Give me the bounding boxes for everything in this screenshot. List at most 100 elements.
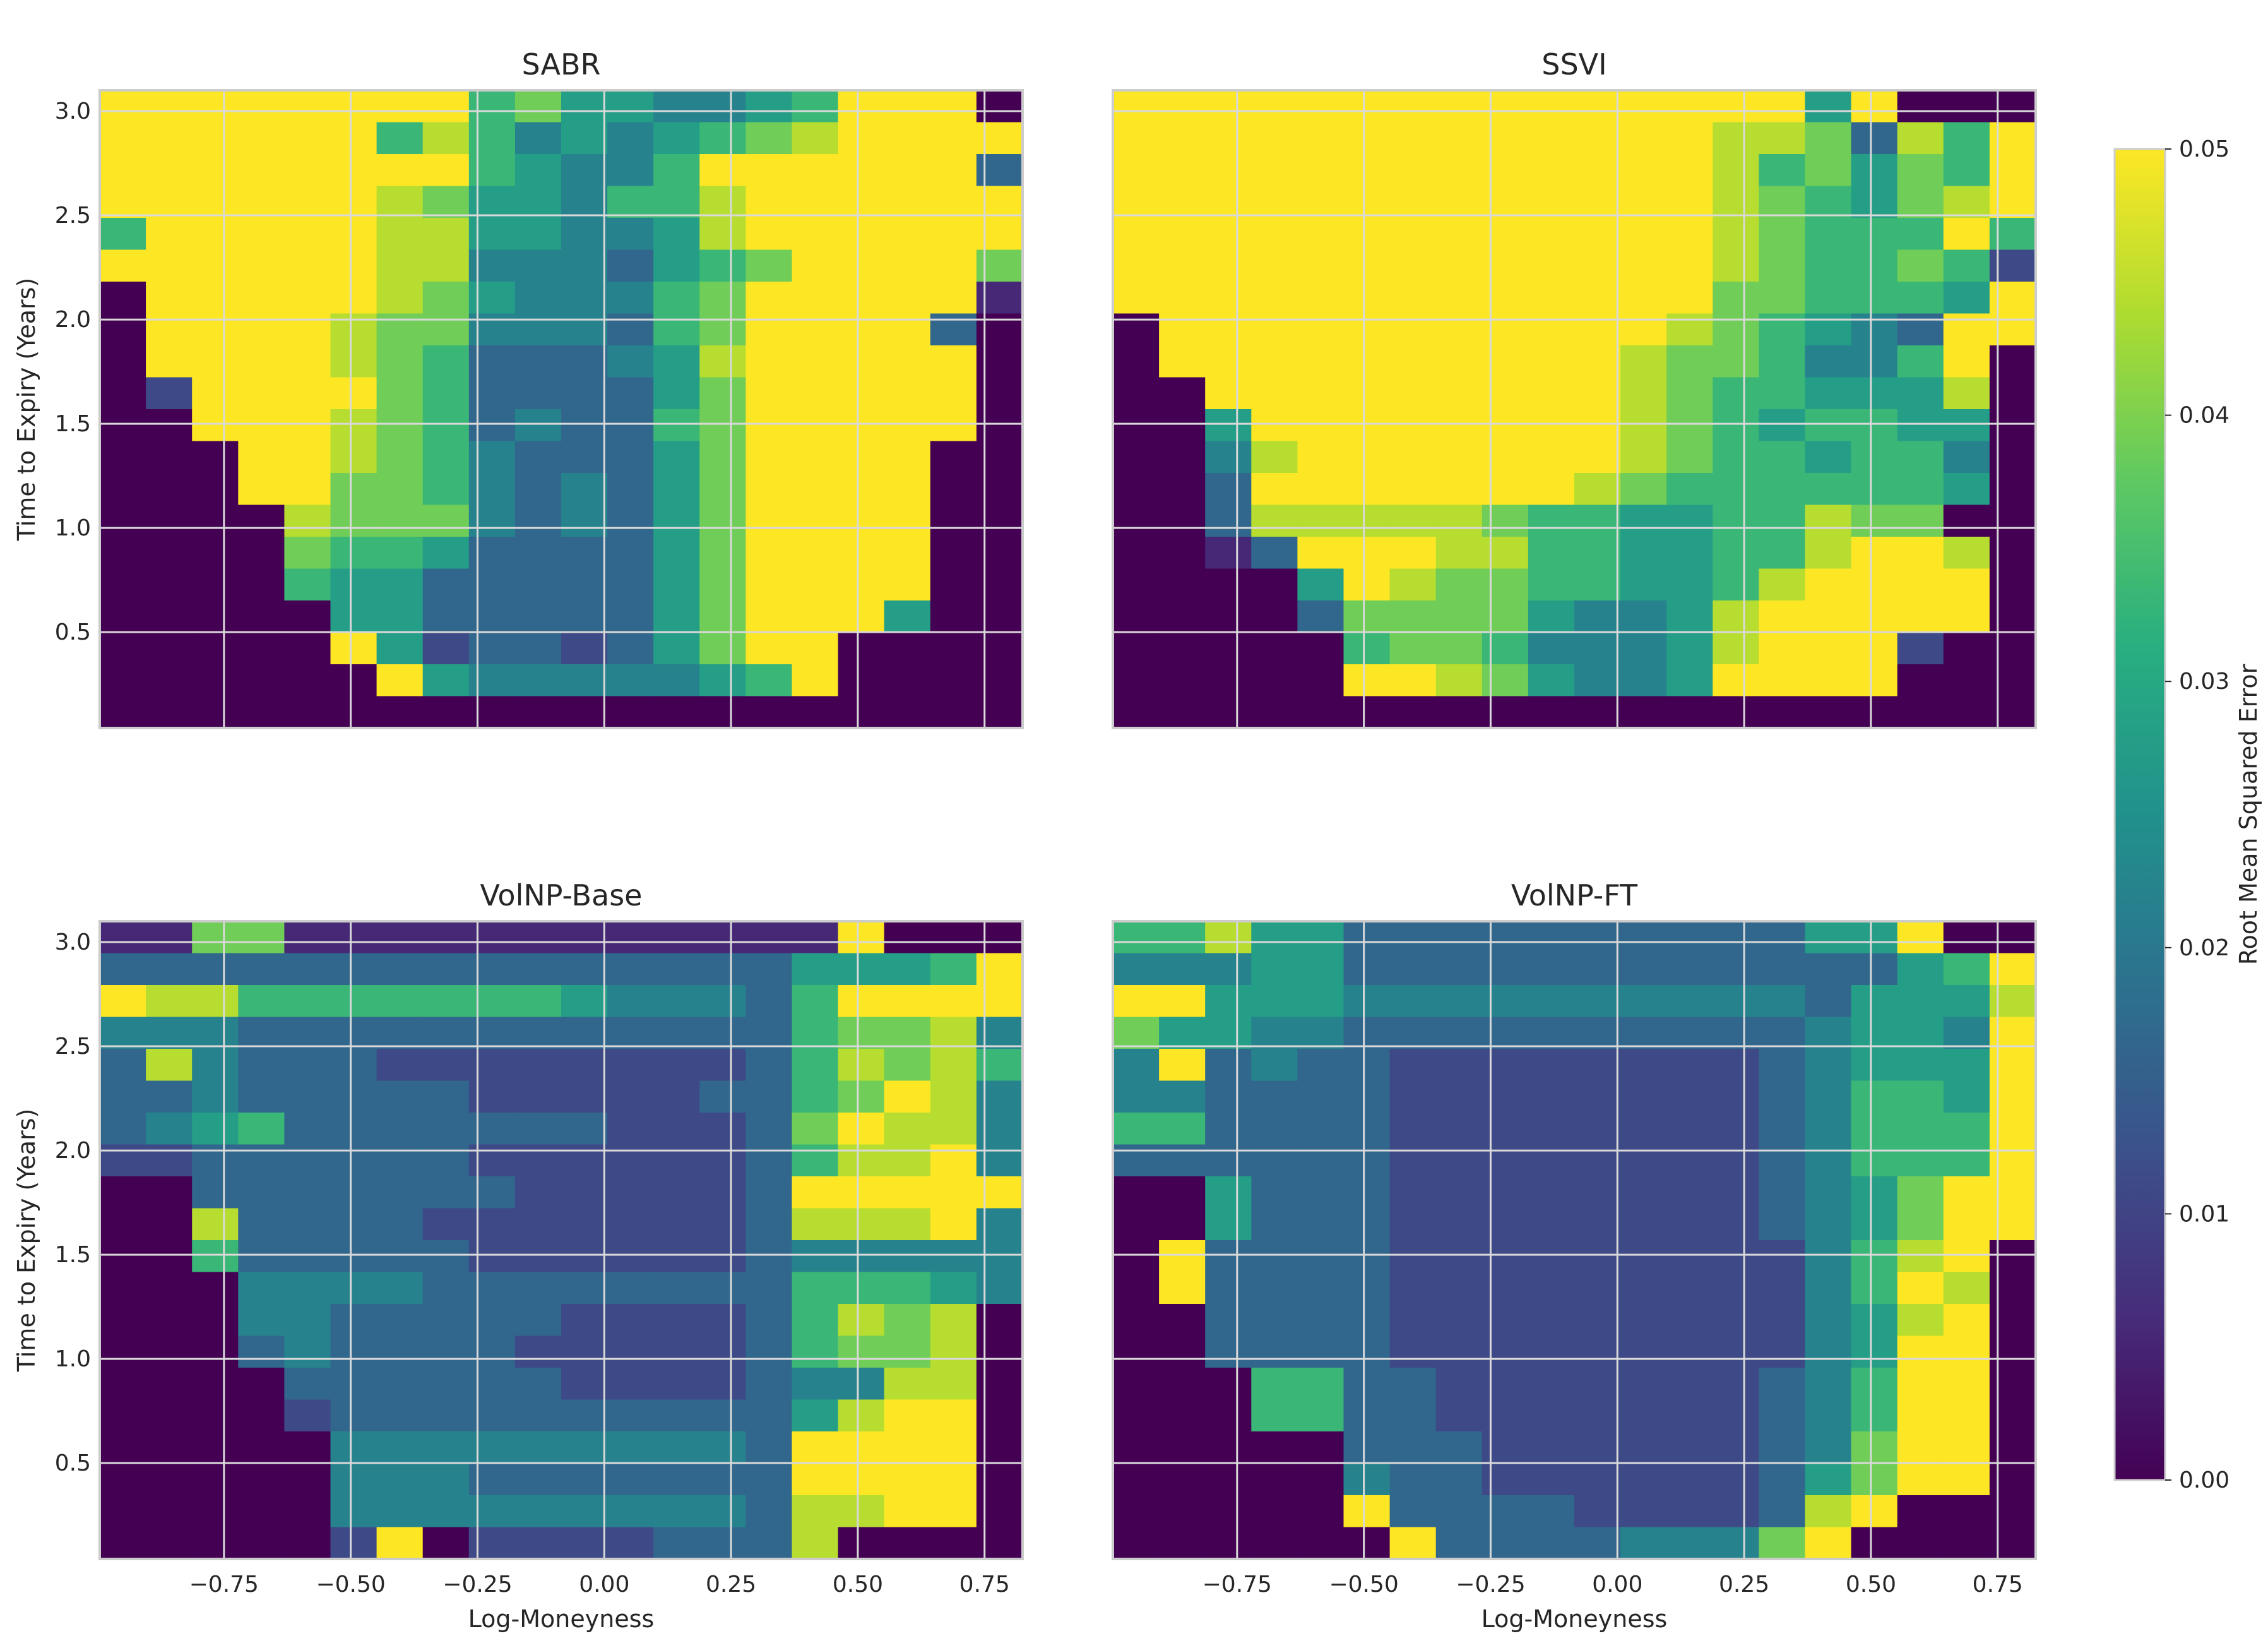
heatmap-cell — [1435, 1113, 1483, 1145]
heatmap-cell — [146, 1080, 193, 1113]
heatmap-cell — [930, 186, 977, 218]
heatmap-cell — [1251, 1144, 1298, 1177]
heatmap-cell — [1343, 1272, 1391, 1305]
heatmap-cell — [422, 282, 470, 314]
heatmap-cell — [1713, 1208, 1760, 1241]
heatmap-cell — [1759, 632, 1806, 665]
heatmap-cell — [976, 1176, 1023, 1209]
heatmap-cell — [1251, 154, 1298, 187]
heatmap-cell — [1528, 249, 1575, 282]
heatmap-cell — [1251, 1463, 1298, 1496]
heatmap-cell — [1435, 1431, 1483, 1464]
heatmap-cell — [1435, 568, 1483, 601]
heatmap-cell — [1389, 1080, 1437, 1113]
heatmap-cell — [1205, 1399, 1252, 1432]
heatmap-cell — [1528, 1463, 1575, 1496]
heatmap-cell — [1528, 537, 1575, 570]
heatmap-cell — [146, 505, 193, 537]
heatmap-cell — [884, 1144, 931, 1177]
heatmap-cell — [1159, 1017, 1206, 1049]
heatmap-cell — [1205, 377, 1252, 410]
heatmap-cell — [1251, 953, 1298, 986]
heatmap-cell — [1113, 696, 1160, 729]
heatmap-cell — [1851, 1240, 1898, 1273]
heatmap-cell — [330, 1208, 377, 1241]
heatmap-cell — [1113, 600, 1160, 633]
colorbar-tick-label: 0.04 — [2179, 403, 2229, 429]
heatmap-cell — [514, 1463, 562, 1496]
heatmap-cell — [1851, 377, 1898, 410]
heatmap-cell — [1435, 1304, 1483, 1337]
heatmap-cell — [1943, 1272, 1990, 1305]
heatmap-cell — [607, 1495, 654, 1528]
heatmap-cell — [745, 377, 793, 410]
heatmap-cell — [192, 600, 239, 633]
heatmap-cell — [561, 441, 608, 474]
heatmap-cell — [1481, 249, 1529, 282]
heatmap-cell — [745, 1017, 793, 1049]
heatmap-cell — [1251, 282, 1298, 314]
heatmap-cell — [376, 1463, 424, 1496]
heatmap-cell — [1159, 1176, 1206, 1209]
heatmap-cell — [1389, 600, 1437, 633]
heatmap-cell — [1897, 1335, 1944, 1368]
heatmap-cell — [1943, 1017, 1990, 1049]
heatmap-cell — [838, 1431, 885, 1464]
heatmap-cell — [146, 985, 193, 1018]
heatmap-cell — [192, 1399, 239, 1432]
heatmap-cell — [884, 1049, 931, 1082]
heatmap-cell — [100, 441, 146, 474]
heatmap-cell — [146, 1399, 193, 1432]
heatmap-cell — [1389, 1272, 1437, 1305]
heatmap-cell — [1620, 1080, 1667, 1113]
heatmap-cell — [1666, 921, 1714, 954]
heatmap-cell — [653, 664, 701, 697]
heatmap-cell — [1297, 537, 1345, 570]
heatmap-cell — [792, 1368, 839, 1400]
heatmap-cell — [1343, 1144, 1391, 1177]
heatmap-cell — [284, 122, 331, 155]
heatmap-cell — [1113, 985, 1160, 1018]
heatmap-cell — [607, 1463, 654, 1496]
heatmap-cell — [699, 218, 747, 251]
heatmap-cell — [100, 186, 146, 218]
heatmap-cell — [1713, 632, 1760, 665]
heatmap-cell — [1481, 1335, 1529, 1368]
heatmap-cell — [699, 282, 747, 314]
heatmap-cell — [468, 249, 516, 282]
heatmap-cell — [1805, 537, 1852, 570]
heatmap-cell — [514, 1272, 562, 1305]
heatmap-cell — [284, 441, 331, 474]
heatmap-cell — [1805, 1176, 1852, 1209]
heatmap-cell — [284, 1463, 331, 1496]
heatmap-cell — [1389, 1113, 1437, 1145]
heatmap-cell — [1805, 664, 1852, 697]
heatmap-cell — [1297, 985, 1345, 1018]
heatmap-cell — [1620, 218, 1667, 251]
heatmap-cell — [1989, 473, 2036, 506]
heatmap-cell — [146, 953, 193, 986]
heatmap-cell — [1666, 345, 1714, 378]
heatmap-cell — [146, 1113, 193, 1145]
heatmap-cell — [1759, 568, 1806, 601]
heatmap-cell — [745, 1431, 793, 1464]
heatmap-cell — [192, 1049, 239, 1082]
heatmap-cell — [1251, 249, 1298, 282]
heatmap-cell — [607, 154, 654, 187]
heatmap-cell — [884, 632, 931, 665]
heatmap-cell — [792, 90, 839, 123]
heatmap-cell — [146, 664, 193, 697]
heatmap-cell — [561, 345, 608, 378]
heatmap-cell — [422, 473, 470, 506]
heatmap-cell — [930, 696, 977, 729]
heatmap-cell — [330, 218, 377, 251]
heatmap-cell — [1943, 953, 1990, 986]
heatmap-cell — [699, 154, 747, 187]
heatmap-cell — [792, 409, 839, 442]
heatmap-cell — [1159, 600, 1206, 633]
heatmap-cell — [468, 122, 516, 155]
heatmap-cell — [468, 664, 516, 697]
x-tick-label: 0.00 — [579, 1572, 629, 1597]
heatmap-cell — [1481, 953, 1529, 986]
heatmap-cell — [376, 409, 424, 442]
